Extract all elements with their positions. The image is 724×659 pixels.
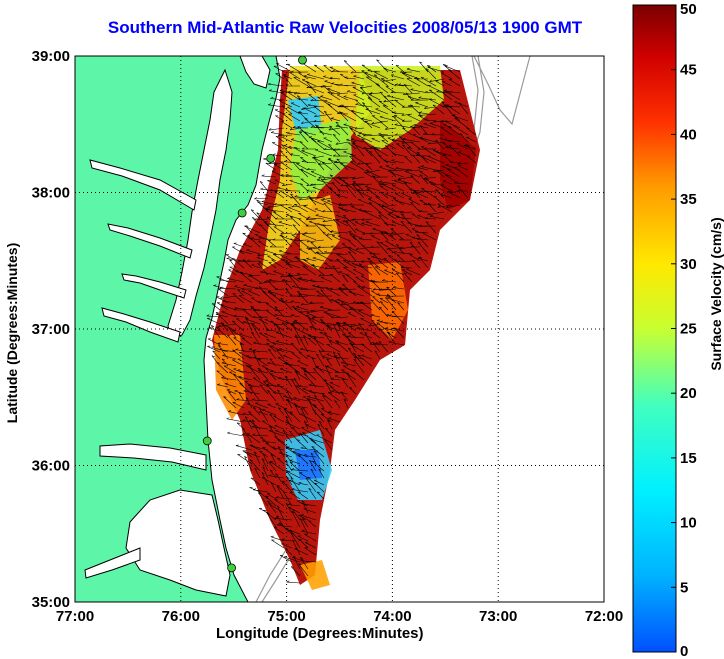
colorbar-tick-label: 40	[680, 126, 697, 143]
york-river	[121, 273, 187, 299]
colorbar-tick-label: 30	[680, 256, 697, 273]
velocity-patch	[440, 120, 476, 210]
x-tick-label: 72:00	[585, 608, 623, 625]
map-frame	[74, 55, 605, 603]
y-tick-label: 37:00	[32, 321, 70, 338]
rappahannock-river	[107, 223, 193, 259]
colorbar-tick-label: 15	[680, 450, 697, 467]
x-tick-label: 75:00	[267, 608, 305, 625]
potomac-river	[89, 159, 197, 211]
y-tick-label: 39:00	[32, 48, 70, 65]
map-grid	[75, 56, 604, 602]
delaware-bay	[239, 56, 271, 89]
x-tick-label: 76:00	[162, 608, 200, 625]
colorbar-tick-label: 50	[680, 1, 697, 18]
x-tick-label: 73:00	[479, 608, 517, 625]
colorbar-label: Surface Velocity (cm/s)	[708, 217, 724, 371]
james-river	[101, 307, 181, 343]
vector-arrows	[206, 59, 477, 584]
y-axis-label: Latitude (Degrees:Minutes)	[4, 242, 20, 424]
colorbar-tick-label: 25	[680, 321, 697, 338]
velocity-patch	[300, 195, 340, 270]
station-marker	[237, 208, 247, 218]
x-axis-label: Longitude (Degrees:Minutes)	[216, 625, 424, 642]
colorbar-tick-label: 45	[680, 62, 697, 79]
colorbar-tick-label: 20	[680, 385, 697, 402]
pamlico-sound	[125, 489, 231, 597]
station-marker	[298, 55, 307, 65]
radar-stations	[202, 55, 307, 573]
velocity-patch	[300, 560, 330, 590]
station-marker	[227, 563, 236, 573]
map-title: Southern Mid-Atlantic Raw Velocities 200…	[107, 18, 583, 37]
y-tick-label: 36:00	[32, 458, 70, 475]
x-tick-label: 74:00	[373, 608, 411, 625]
x-tick-labels: 77:00 76:00 75:00 74:00 73:00 72:00	[56, 608, 623, 625]
station-marker	[202, 436, 212, 446]
velocity-vectors	[206, 59, 477, 584]
neuse-river	[84, 547, 141, 579]
colorbar	[632, 4, 677, 653]
colorbar-tick-label: 5	[680, 579, 688, 596]
isobath-line	[473, 56, 531, 126]
y-tick-label: 38:00	[32, 185, 70, 202]
y-tick-labels: 39:00 38:00 37:00 36:00 35:00	[32, 48, 70, 611]
colorbar-tick-label: 35	[680, 191, 697, 208]
velocity-patch	[355, 66, 444, 150]
albemarle-sound	[99, 443, 207, 471]
y-tick-label: 35:00	[32, 594, 70, 611]
station-marker	[266, 153, 276, 163]
x-tick-label: 77:00	[56, 608, 94, 625]
colorbar-tick-label: 0	[680, 643, 688, 659]
colorbar-tick-label: 10	[680, 515, 697, 532]
